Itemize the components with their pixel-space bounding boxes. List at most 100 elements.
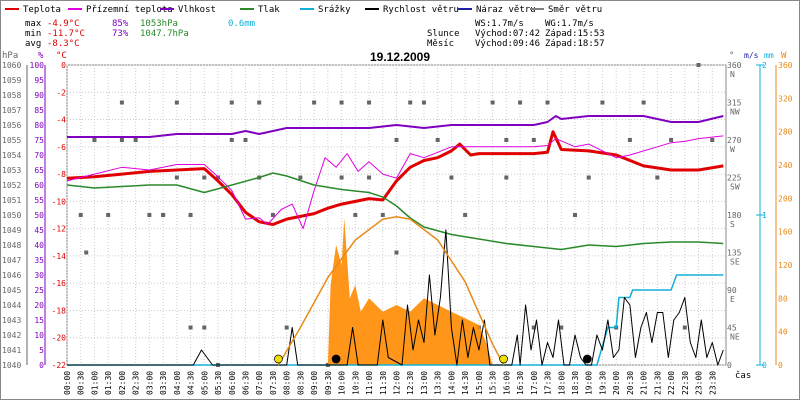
x-tick-label: 18:30 [571,371,580,395]
solar-tick: 0 [778,361,783,370]
dir-tick: 0 [727,361,732,370]
marker-moonrise [331,354,341,364]
solar-unit: W [781,51,787,61]
press-unit: hPa [2,51,18,61]
legend-label: Vlhkost [178,5,216,15]
direction-point [339,100,344,105]
dir-tick: 90 [727,286,737,295]
hum-tick: 55 [34,196,44,205]
temp-unit: °C [56,51,67,61]
direction-point [367,100,372,105]
press-tick: 1040 [2,361,21,370]
dir-unit: ° [729,51,734,61]
direction-point [257,100,262,105]
x-tick-label: 02:30 [132,371,141,395]
axes: 00:00 00:30 01:00 01:30 02:00 02:30 03:00 03:30… [2,51,793,395]
direction-point [531,325,536,330]
speed-tick: 2 [762,61,767,70]
hum-tick: 95 [34,76,44,85]
direction-point [133,138,138,142]
solar-tick: 120 [778,261,793,270]
moonrise-time: Východ:09:46 [475,39,540,49]
direction-point [572,213,577,217]
press-tick: 1050 [2,211,21,220]
dir-name: N [730,70,735,79]
press-tick: 1060 [2,61,21,70]
direction-point [284,325,289,330]
temp-tick: -8 [56,170,66,179]
avg-temp: -8.3°C [47,39,80,49]
x-tick-label: 07:00 [255,371,264,395]
hum-tick: 75 [34,136,44,145]
direction-point [339,175,344,180]
x-tick-label: 14:00 [447,371,456,395]
x-tick-label: 10:30 [351,371,360,395]
x-tick-label: 21:00 [640,371,649,395]
x-tick-label: 17:30 [544,371,553,395]
dir-tick: 225 [727,174,742,183]
direction-point [504,138,509,142]
temp-tick: -16 [52,279,67,288]
direction-point [119,138,124,142]
max-hum: 85% [112,19,129,29]
direction-point [161,213,166,217]
x-tick-label: 19:00 [585,371,594,395]
direction-point [78,213,83,217]
dir-tick: 45 [727,324,737,333]
hum-tick: 35 [34,256,44,265]
hum-tick: 15 [34,316,44,325]
solar-tick: 360 [778,61,793,70]
hum-tick: 0 [39,361,44,370]
direction-point [367,175,372,180]
x-tick-label: 11:00 [365,371,374,395]
min-hum: 73% [112,29,129,39]
x-tick-label: 06:00 [228,371,237,395]
temp-tick: -2 [56,88,66,97]
direction-point [270,213,275,217]
direction-point [463,213,468,217]
dir-tick: 270 [727,136,742,145]
x-tick-label: 14:30 [461,371,470,395]
x-tick-label: 12:00 [393,371,402,395]
hum-tick: 85 [34,106,44,115]
sun-moon-info: WS:1.7m/s WG:1.7m/s Slunce Východ:07:42 … [427,19,605,49]
legend-label: Rychlost větru [383,5,459,15]
x-tick-label: 09:00 [310,371,319,395]
press-tick: 1051 [2,196,21,205]
direction-point [229,100,234,105]
direction-point [394,250,399,255]
dir-name: NE [730,333,740,342]
sunset-time: Západ:15:53 [545,29,605,39]
direction-point [696,63,701,67]
temp-tick: -6 [56,143,66,152]
min-temp: -11.7°C [47,29,85,39]
marker-sunrise [274,354,283,364]
sun-label: Slunce [427,29,460,39]
temp-tick: -4 [56,116,66,125]
x-tick-label: 13:30 [434,371,443,395]
direction-point [586,175,591,180]
solar-tick: 160 [778,228,793,237]
press-tick: 1055 [2,136,21,145]
direction-point [490,100,495,105]
chart-title: 19.12.2009 [370,50,430,64]
series-temp [66,130,724,226]
direction-point [202,325,207,330]
x-tick-label: 12:30 [406,371,415,395]
max-press: 1053hPa [140,19,178,29]
direction-point [408,100,413,105]
solar-tick: 80 [778,294,788,303]
rain-unit: mm [764,51,774,60]
solar-tick: 320 [778,94,793,103]
direction-point [147,213,152,217]
direction-point [84,250,89,255]
wind-speed-info: WS:1.7m/s [475,19,524,29]
legend-label: Tlak [258,5,280,15]
direction-point [449,175,454,180]
x-tick-label: 08:30 [296,371,305,395]
hum-tick: 65 [34,166,44,175]
solar-tick: 240 [778,161,793,170]
marker-sunset [499,354,508,364]
temp-tick: 0 [61,61,66,70]
